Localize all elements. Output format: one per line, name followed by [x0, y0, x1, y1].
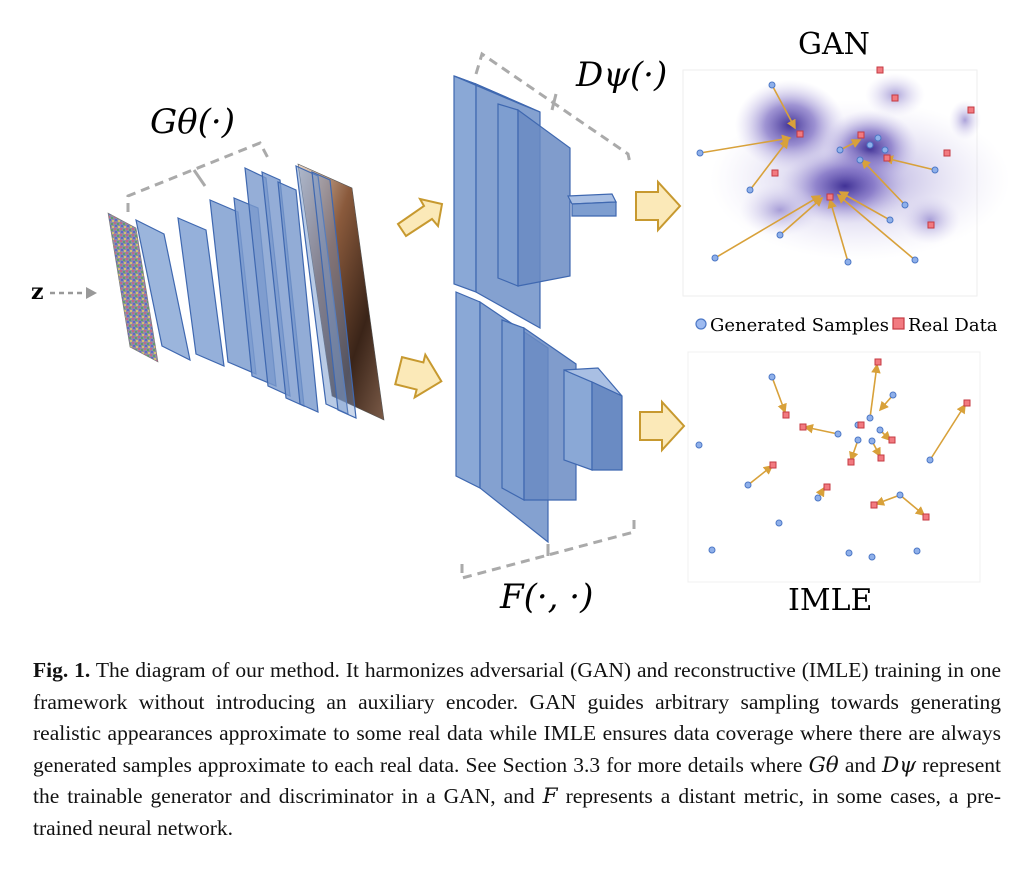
figure-caption: Fig. 1. The diagram of our method. It ha…	[33, 655, 1001, 844]
metric-bracket	[460, 516, 636, 580]
legend-real: Real Data	[908, 315, 998, 336]
caption-text-4: represents a distant metric, in some cas…	[33, 784, 1001, 840]
caption-label: Fig. 1.	[33, 658, 91, 682]
method-diagram: z Gθ(·) Dψ(·)	[31, 27, 1010, 618]
noise-image-icon	[107, 212, 159, 363]
caption-text-2: and	[838, 752, 882, 777]
imle-plot	[687, 351, 981, 583]
discriminator-label: Dψ(·)	[575, 55, 667, 95]
legend: Generated Samples Real Data	[695, 315, 998, 336]
gan-plot	[682, 66, 1010, 297]
caption-text-1: The diagram of our method. It harmonizes…	[33, 658, 1002, 777]
metric-network	[455, 291, 623, 544]
gan-title: GAN	[798, 27, 870, 62]
legend-generated: Generated Samples	[710, 315, 889, 336]
generated-samples-marker	[695, 318, 707, 330]
real-data-marker	[892, 317, 905, 330]
discriminator-network	[453, 75, 617, 330]
input-label: z	[31, 279, 44, 305]
imle-title: IMLE	[788, 583, 872, 618]
generator-network	[135, 166, 319, 413]
generator-label: Gθ(·)	[150, 102, 235, 142]
generator-bracket	[126, 141, 270, 212]
block-arrow-icon	[394, 179, 686, 453]
caption-g-symbol: Gθ	[808, 752, 839, 778]
caption-f-symbol: F	[542, 784, 558, 809]
caption-text-3: represent the trainable generator and di…	[33, 752, 1001, 809]
metric-label: F(·, ·)	[499, 577, 593, 617]
input-arrow	[50, 287, 97, 299]
caption-d-symbol: Dψ	[881, 752, 917, 778]
